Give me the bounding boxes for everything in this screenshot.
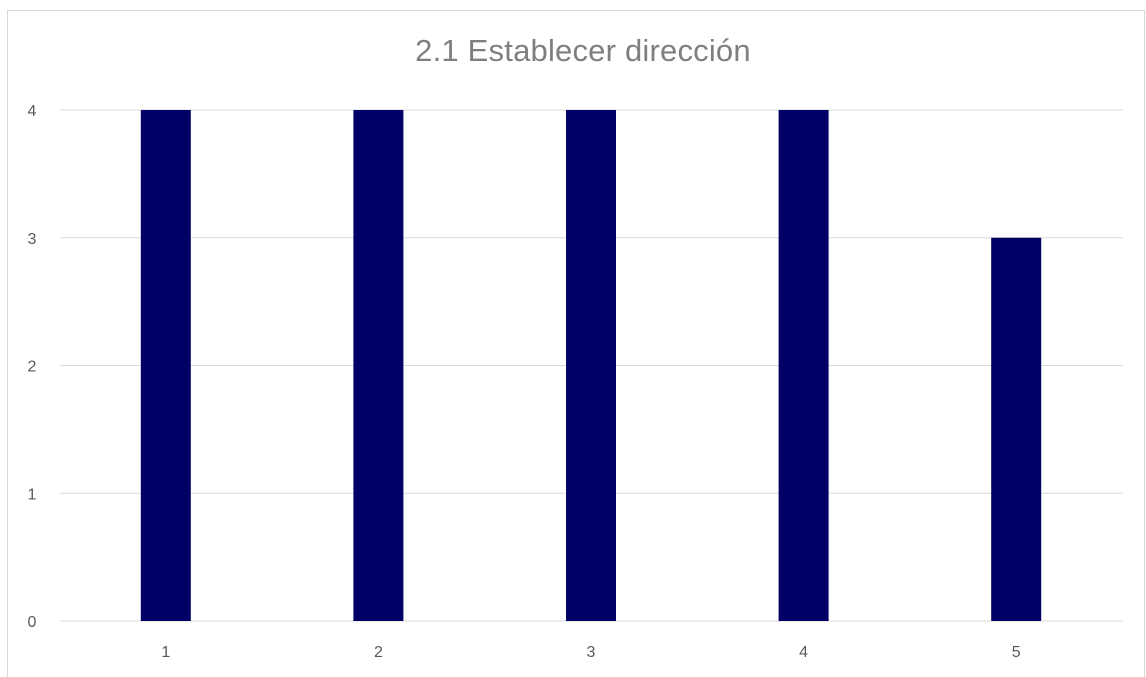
y-tick-label: 0	[28, 614, 37, 631]
x-axis-ticks: 1 2 3 4 5	[161, 644, 1020, 661]
bar-2	[353, 110, 404, 621]
bars	[140, 110, 1042, 621]
x-tick-label: 4	[799, 644, 808, 661]
chart-title: 2.1 Establecer dirección	[415, 33, 751, 68]
x-tick-label: 2	[374, 644, 383, 661]
x-tick-label: 1	[161, 644, 170, 661]
y-axis-ticks: 0 1 2 3 4	[28, 103, 37, 631]
y-tick-label: 2	[28, 359, 37, 376]
y-tick-label: 3	[28, 231, 37, 248]
y-tick-label: 4	[28, 103, 37, 120]
bar-4	[778, 110, 829, 621]
x-tick-label: 5	[1012, 644, 1021, 661]
x-tick-label: 3	[587, 644, 596, 661]
bar-1	[140, 110, 191, 621]
y-tick-label: 1	[28, 486, 37, 503]
bar-5	[991, 237, 1042, 621]
bar-3	[566, 110, 616, 621]
